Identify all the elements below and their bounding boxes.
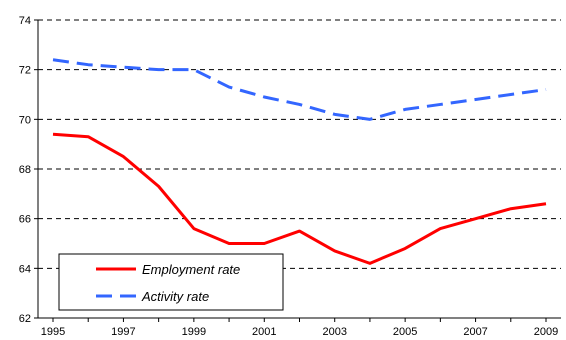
y-tick-label: 70: [19, 114, 31, 126]
legend-label-employment-rate: Employment rate: [142, 262, 240, 277]
series-lines: [52, 58, 547, 265]
y-tick-label: 64: [19, 263, 31, 275]
series-line-employment-rate: [52, 132, 547, 265]
y-tick-label: 62: [19, 313, 31, 325]
y-tick-label: 74: [19, 15, 31, 27]
x-tick-label: 2001: [252, 326, 276, 338]
x-tick-label: 1997: [111, 326, 135, 338]
x-tick-label: 1999: [182, 326, 206, 338]
y-tick-label: 66: [19, 214, 31, 226]
x-tick-label: 1995: [41, 326, 65, 338]
axes: 62 64 66 68 70 72 74 1995 1997 1999 2001 2003 2005 20…: [19, 15, 561, 338]
x-tick-label: 2003: [322, 326, 346, 338]
series-line-activity-rate: [52, 58, 547, 121]
y-tick-label: 68: [19, 164, 31, 176]
x-tick-label: 2005: [393, 326, 417, 338]
legend-box: [58, 253, 284, 311]
legend: Employment rate Activity rate: [58, 253, 284, 311]
x-tick-label: 2007: [463, 326, 487, 338]
legend-label-activity-rate: Activity rate: [141, 289, 209, 304]
x-tick-label: 2009: [534, 326, 558, 338]
y-tick-label: 72: [19, 65, 31, 77]
